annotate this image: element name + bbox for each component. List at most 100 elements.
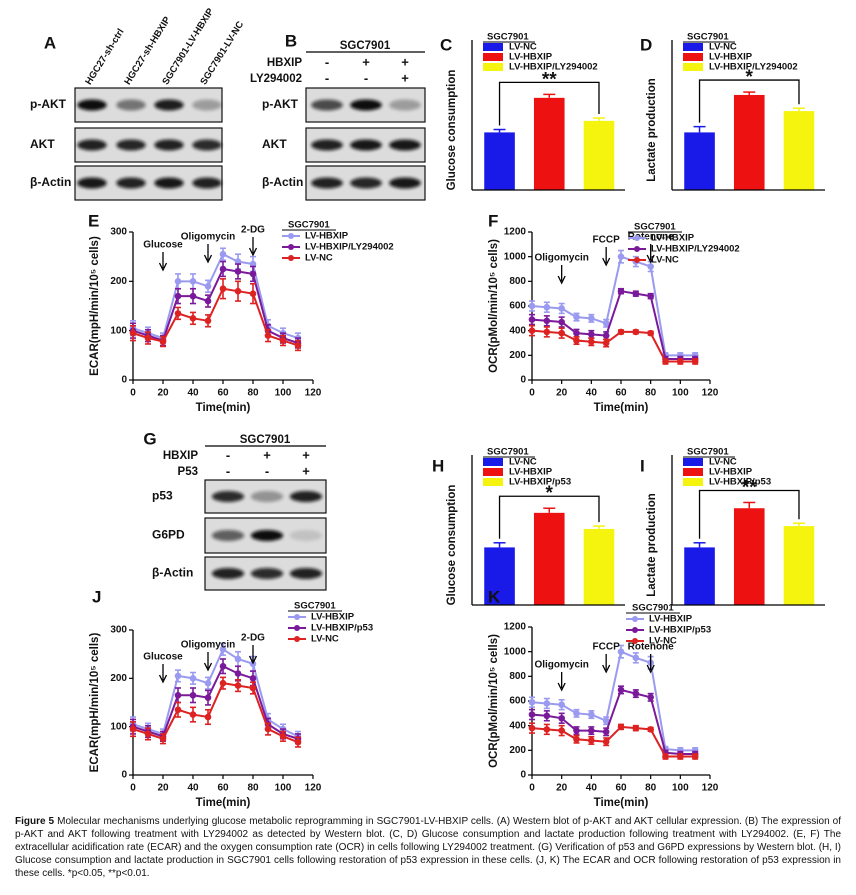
- legend-swatch: [483, 468, 503, 476]
- blot-row-label: p-AKT: [30, 97, 67, 111]
- annotation-arrowhead: [158, 674, 168, 684]
- data-point: [588, 315, 595, 322]
- data-point: [662, 753, 669, 760]
- data-point: [677, 358, 684, 365]
- blot-band: [389, 177, 421, 189]
- blot-band: [250, 491, 284, 502]
- treatment-sign: -: [226, 463, 230, 478]
- legend-label: LV-HBXIP/p53: [311, 623, 373, 634]
- data-point: [249, 270, 257, 278]
- legend-marker: [294, 636, 300, 642]
- panel-letter: I: [640, 456, 645, 475]
- series-line: [531, 290, 696, 361]
- data-point: [174, 278, 182, 285]
- legend-title: SGC7901: [487, 32, 529, 43]
- treatment-label: LY294002: [250, 73, 302, 85]
- data-point: [528, 698, 536, 706]
- x-tick-label: 40: [586, 388, 598, 399]
- y-tick-label: 200: [509, 745, 526, 756]
- data-point: [249, 684, 257, 692]
- x-tick-label: 20: [556, 783, 568, 794]
- caption-label: Figure 5: [15, 816, 55, 827]
- y-tick-label: 0: [520, 375, 526, 386]
- annotation-arrowhead: [602, 257, 611, 267]
- x-tick-label: 20: [157, 388, 169, 399]
- data-point: [234, 655, 242, 663]
- data-point: [528, 711, 536, 718]
- significance-label: *: [546, 483, 554, 504]
- x-tick-label: 60: [615, 388, 627, 399]
- data-point: [573, 710, 580, 717]
- panel-letter: C: [440, 35, 452, 54]
- annotation-label: Glucose: [143, 240, 183, 251]
- data-point: [602, 717, 610, 725]
- data-point: [189, 315, 197, 322]
- y-tick-label: 100: [110, 721, 127, 732]
- bar: [733, 508, 765, 605]
- data-point: [294, 738, 302, 746]
- blot-band: [77, 139, 107, 151]
- data-point: [647, 263, 654, 270]
- y-axis-label: Glucose consumption: [446, 70, 458, 191]
- blot-band: [389, 99, 421, 111]
- data-point: [573, 337, 580, 344]
- series-line: [531, 725, 696, 758]
- bar: [484, 132, 515, 190]
- legend-marker: [632, 616, 638, 622]
- annotation-label: Glucose: [143, 652, 183, 663]
- blot-band: [154, 177, 184, 189]
- blot-band: [289, 491, 323, 502]
- y-tick-label: 1200: [504, 227, 527, 238]
- x-tick-label: 100: [275, 783, 292, 794]
- x-tick-label: 0: [130, 783, 136, 794]
- data-point: [543, 317, 551, 325]
- data-point: [602, 332, 610, 339]
- data-point: [632, 654, 640, 662]
- data-point: [234, 258, 242, 265]
- bar: [783, 111, 815, 190]
- treatment-label: HBXIP: [267, 57, 302, 69]
- data-point: [691, 358, 699, 365]
- bar: [733, 94, 765, 190]
- annotation-arrowhead: [646, 664, 655, 674]
- blot-band: [116, 99, 146, 111]
- data-point: [573, 329, 580, 337]
- y-tick-label: 200: [509, 350, 526, 361]
- x-tick-label: 120: [305, 783, 322, 794]
- data-point: [249, 260, 257, 268]
- data-point: [174, 691, 182, 699]
- legend-label: LV-NC: [709, 457, 737, 468]
- y-axis-label: ECAR(mpH/min/10⁵ cells): [89, 236, 101, 376]
- annotation-arrowhead: [203, 254, 213, 264]
- legend-marker: [288, 233, 294, 239]
- y-axis-label: OCR(pMol/min/10⁵ cells): [488, 634, 500, 768]
- blot-band: [250, 568, 284, 579]
- panel-letter: B: [285, 31, 297, 50]
- y-tick-label: 0: [121, 375, 127, 386]
- data-point: [219, 662, 227, 670]
- legend-marker: [634, 246, 640, 252]
- data-point: [632, 724, 640, 732]
- y-tick-label: 100: [110, 325, 127, 336]
- data-point: [528, 316, 536, 323]
- treatment-label: HBXIP: [163, 450, 198, 462]
- legend-label: LV-HBXIP/p53: [649, 625, 711, 636]
- legend-label: LV-HBXIP/LY294002: [709, 62, 798, 73]
- data-point: [129, 329, 137, 337]
- data-point: [602, 728, 610, 736]
- y-axis-label: Glucose consumption: [446, 485, 458, 606]
- x-axis-label: Time(min): [594, 402, 649, 414]
- legend-label: LV-HBXIP: [305, 231, 349, 242]
- legend-label: LV-HBXIP: [651, 233, 695, 244]
- significance-label: **: [542, 69, 557, 90]
- blot-band: [311, 177, 343, 189]
- data-point: [558, 714, 565, 722]
- x-tick-label: 100: [672, 783, 689, 794]
- data-point: [588, 727, 595, 734]
- blot-band: [192, 139, 222, 151]
- legend-label: LV-NC: [649, 636, 677, 647]
- legend-title: SGC7901: [632, 603, 674, 614]
- panel-letter: K: [488, 587, 501, 606]
- data-point: [677, 753, 684, 760]
- blot-header: SGC7901: [340, 40, 391, 52]
